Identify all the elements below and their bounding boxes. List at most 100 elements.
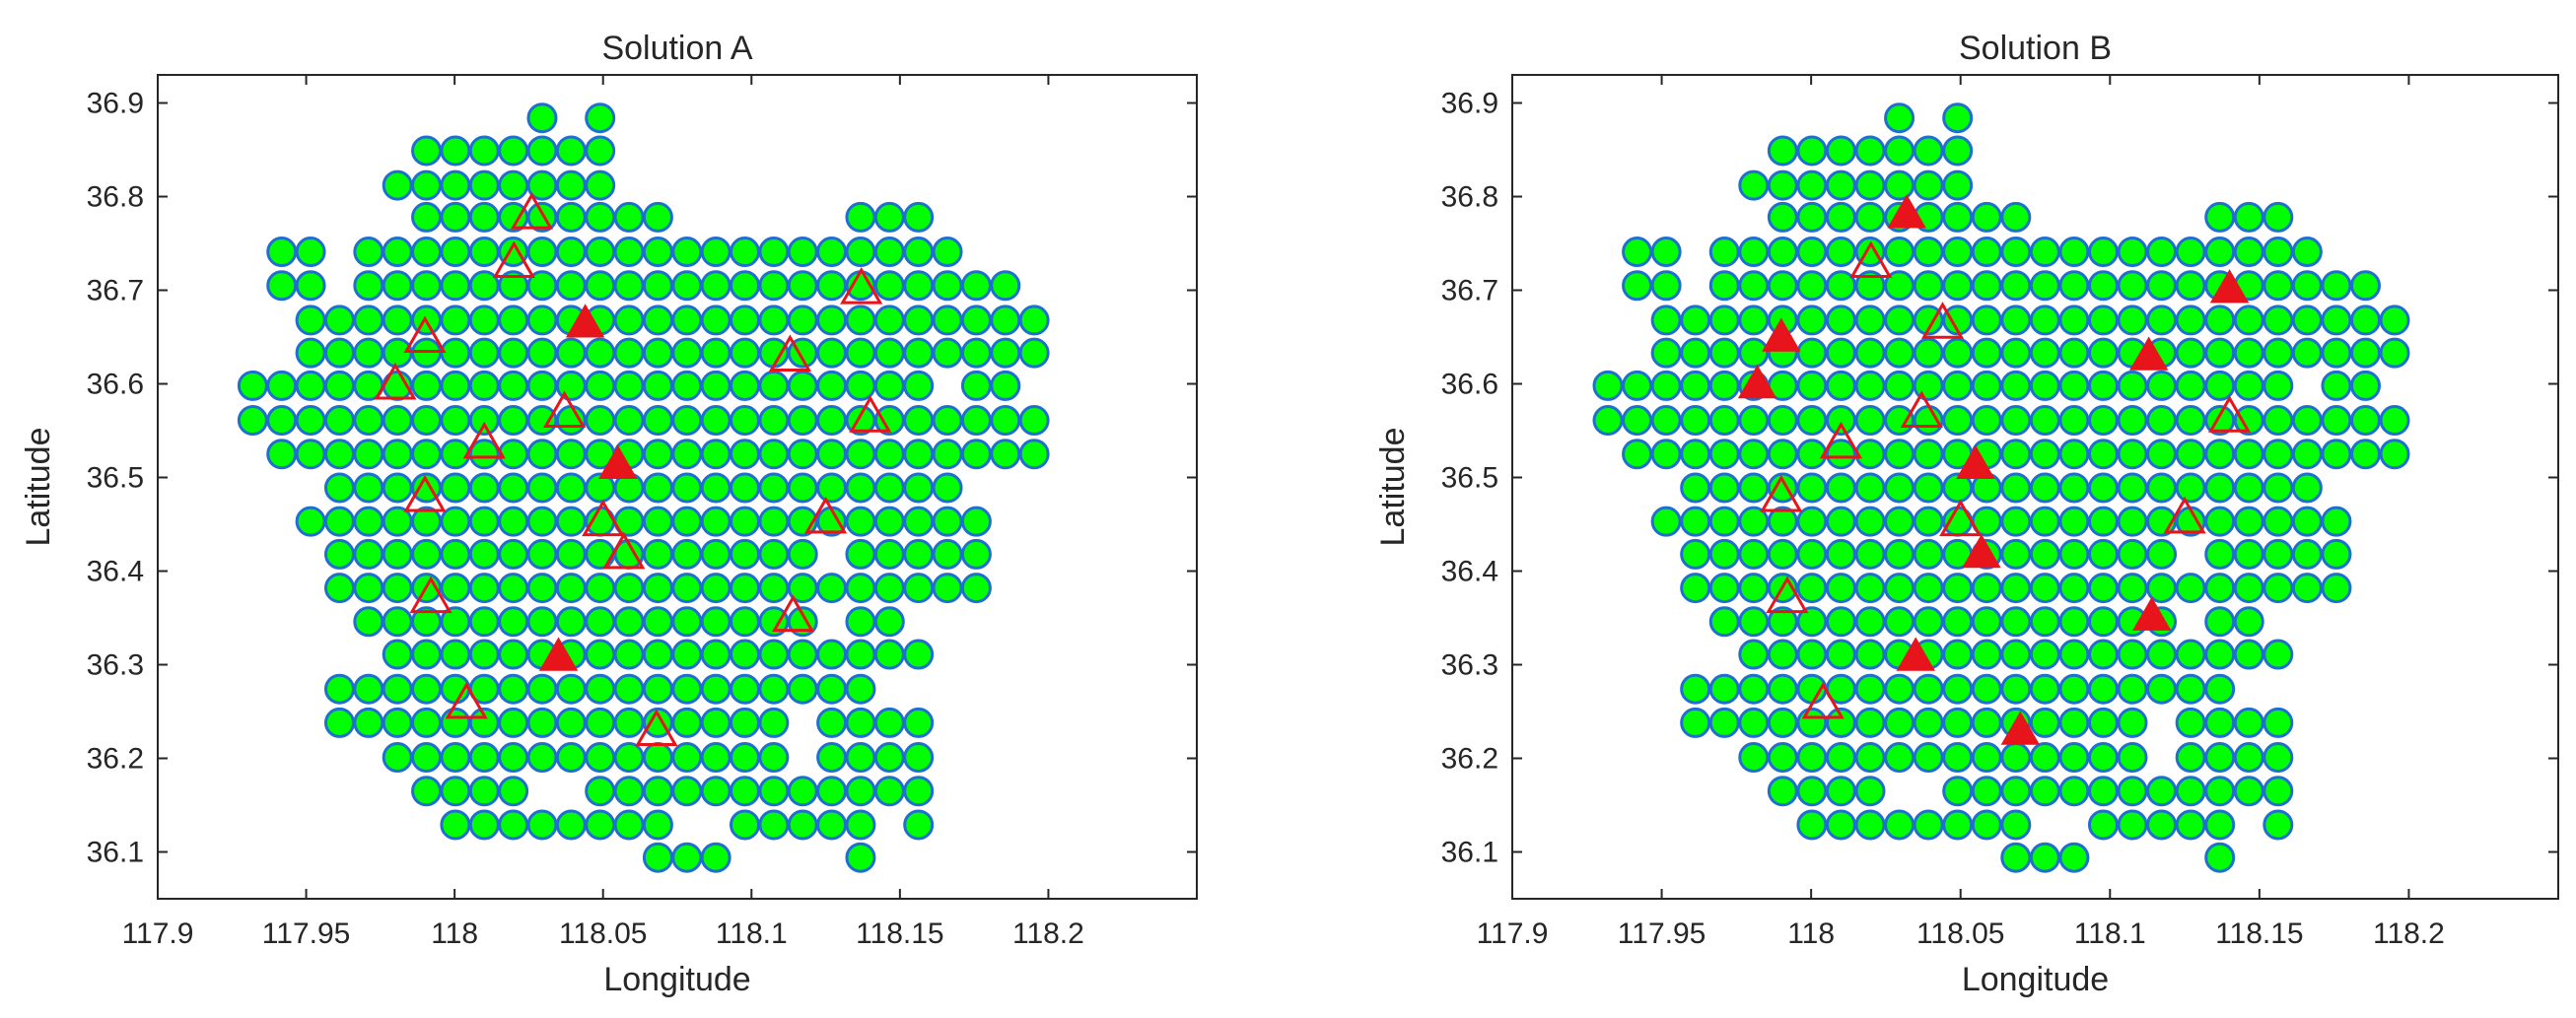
node-point [671, 707, 703, 738]
node-point [2263, 270, 2294, 302]
node-point [2058, 506, 2090, 537]
node-point [730, 776, 761, 807]
node-point [1767, 742, 1798, 774]
node-point [585, 707, 616, 738]
node-point [730, 237, 761, 268]
node-point [613, 270, 645, 302]
node-point [990, 270, 1021, 302]
node-point [2175, 305, 2206, 336]
open-triangle-marker [1760, 474, 1803, 512]
node-point [932, 538, 963, 570]
node-point [671, 573, 703, 604]
y-tick-label: 36.4 [87, 556, 144, 588]
node-point [2000, 405, 2032, 437]
node-point [2233, 742, 2264, 774]
node-point [873, 573, 905, 604]
node-point [323, 305, 355, 336]
node-point [1767, 201, 1798, 233]
node-point [2321, 439, 2352, 470]
node-point [1971, 673, 2002, 705]
node-point [2204, 538, 2236, 570]
node-point [816, 337, 848, 369]
node-point [2204, 639, 2236, 670]
node-point [1738, 405, 1770, 437]
node-point [1971, 606, 2002, 638]
filled-triangle-marker [2131, 596, 2172, 631]
node-point [2029, 776, 2060, 807]
node-point [2146, 405, 2178, 437]
node-point [671, 370, 703, 401]
node-point [1825, 742, 1856, 774]
x-tick-label: 117.9 [1477, 917, 1549, 950]
node-point [700, 370, 731, 401]
node-point [1825, 201, 1856, 233]
node-point [700, 776, 731, 807]
node-point [2000, 201, 2032, 233]
node-point [1708, 305, 1740, 336]
node-point [2087, 439, 2119, 470]
node-point [1650, 506, 1682, 537]
node-point [295, 337, 326, 369]
node-point [2000, 842, 2032, 873]
node-point [411, 776, 443, 807]
node-point [2000, 506, 2032, 537]
open-triangle-marker [803, 496, 848, 534]
node-point [1913, 370, 1944, 401]
node-point [903, 538, 935, 570]
node-point [440, 405, 471, 437]
node-point [903, 201, 935, 233]
x-axis-label: Longitude [1962, 961, 2109, 998]
node-point [1913, 707, 1944, 738]
node-point [2263, 370, 2294, 401]
node-point [2087, 809, 2119, 841]
node-point [382, 439, 413, 470]
node-point [1884, 135, 1915, 167]
filled-triangle-marker [538, 637, 579, 671]
node-point [411, 707, 443, 738]
node-point [440, 370, 471, 401]
node-point [1708, 405, 1740, 437]
x-tick-label: 118.1 [2074, 917, 2146, 950]
node-point [585, 538, 616, 570]
node-point [1738, 606, 1770, 638]
node-point [1738, 472, 1770, 504]
node-point [411, 639, 443, 670]
node-point [2087, 337, 2119, 369]
node-point [266, 370, 298, 401]
node-point [2029, 439, 2060, 470]
node-point [468, 370, 500, 401]
node-point [353, 337, 384, 369]
node-point [323, 573, 355, 604]
scatter-chart-b: 117.9 117.95 118 118.05 118.1 118.15 118.2 36.1… [1374, 30, 2559, 998]
node-point [1796, 370, 1828, 401]
x-tick-label: 118.05 [559, 917, 648, 950]
node-point [1767, 606, 1798, 638]
node-point [526, 135, 558, 167]
node-point [758, 472, 790, 504]
node-point [555, 201, 587, 233]
node-point [730, 370, 761, 401]
node-point [1825, 305, 1856, 336]
node-point [613, 776, 645, 807]
node-point [411, 337, 443, 369]
node-point [526, 337, 558, 369]
node-point [1796, 809, 1828, 841]
node-point [642, 472, 673, 504]
node-point [1854, 538, 1886, 570]
node-point [1825, 472, 1856, 504]
node-point [816, 573, 848, 604]
node-point [671, 472, 703, 504]
node-point [2029, 842, 2060, 873]
node-point [1942, 170, 1974, 201]
node-point [468, 742, 500, 774]
node-point [2233, 201, 2264, 233]
filled-triangle-marker [1956, 444, 1995, 480]
x-tick-label: 117.9 [122, 917, 194, 950]
node-point [816, 707, 848, 738]
node-point [730, 673, 761, 705]
node-point [440, 201, 471, 233]
node-point [1680, 439, 1711, 470]
node-point [873, 472, 905, 504]
node-point [873, 337, 905, 369]
node-point [498, 472, 529, 504]
